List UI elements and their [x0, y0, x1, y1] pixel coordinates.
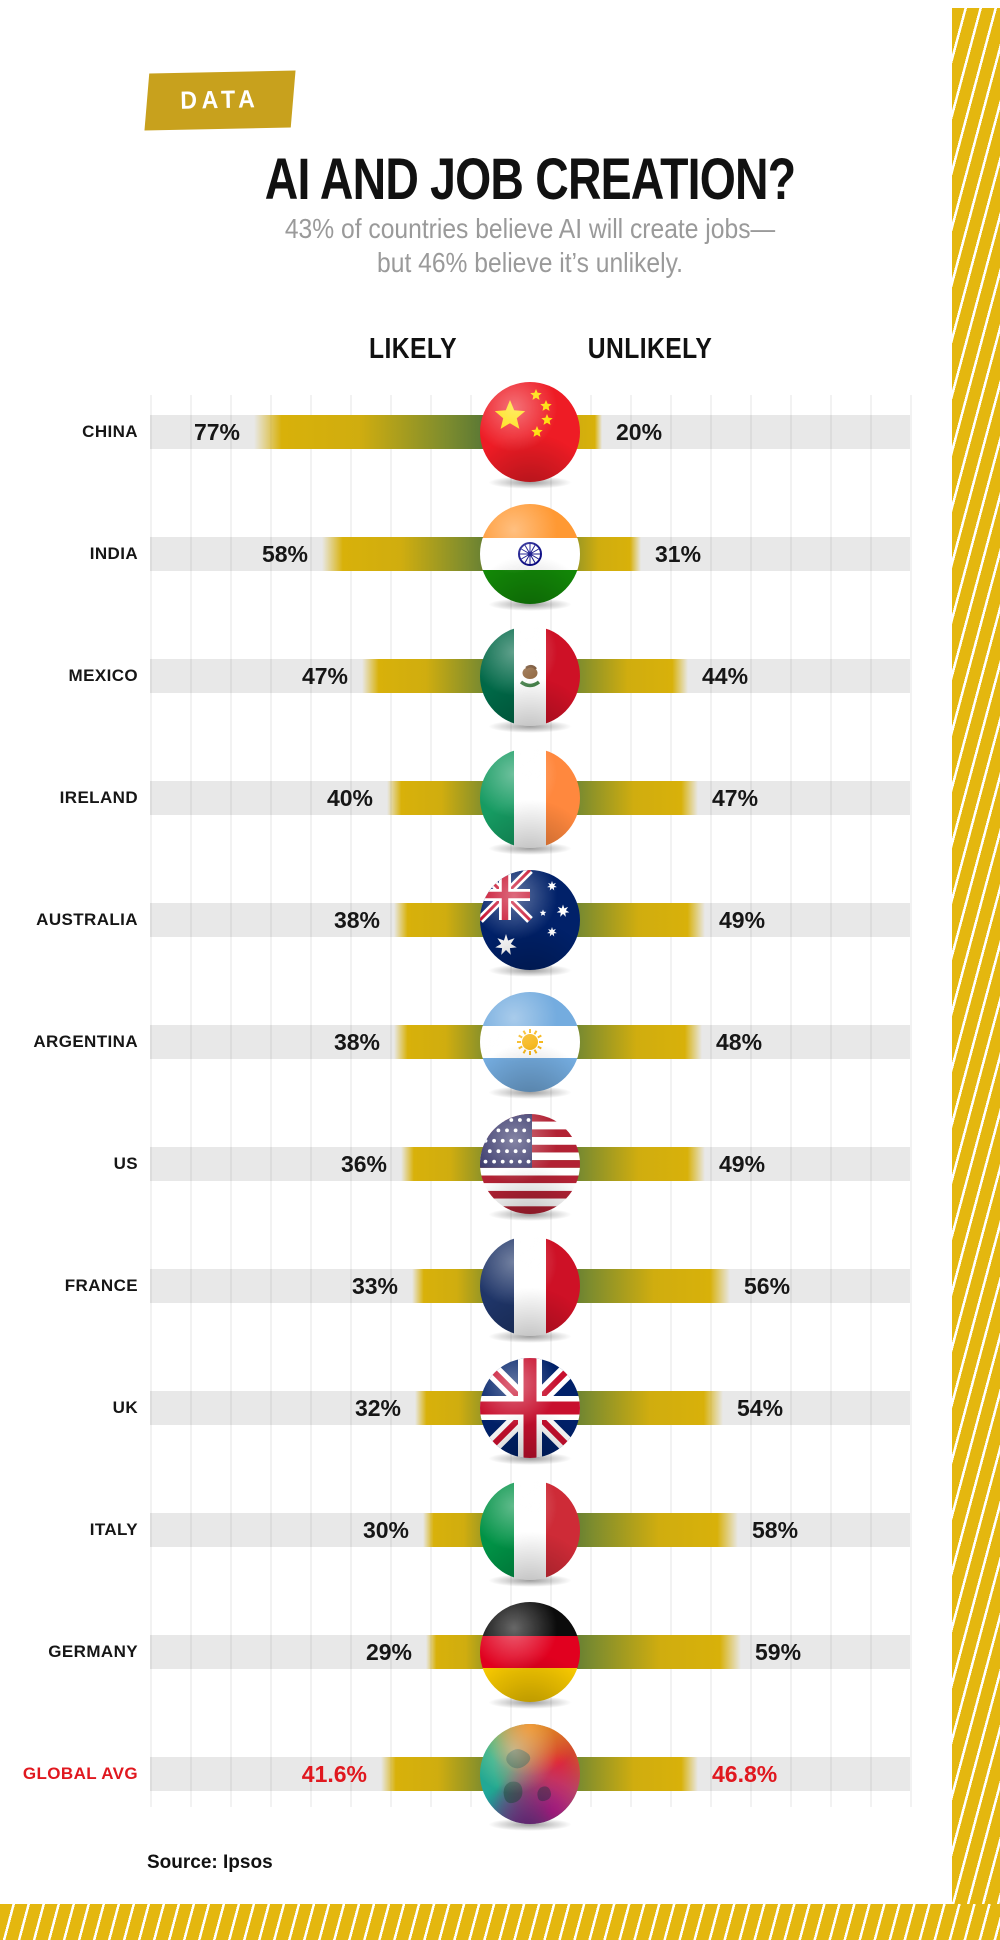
ireland-flag: [480, 748, 580, 848]
country-label: INDIA: [89, 544, 138, 563]
likely-value: 77%: [193, 419, 240, 445]
flag-gloss: [480, 992, 580, 1092]
flag-shadow: [488, 1330, 572, 1343]
flag-gloss: [480, 1236, 580, 1336]
country-label: GLOBAL AVG: [22, 1764, 138, 1783]
france-flag: [480, 1236, 580, 1336]
country-label: FRANCE: [64, 1276, 138, 1295]
flag-shadow: [488, 1818, 572, 1831]
flag-shadow: [488, 720, 572, 733]
unlikely-value: 54%: [737, 1395, 784, 1421]
subtitle-line-2: but 46% believe it’s unlikely.: [377, 247, 683, 278]
australia-flag: [480, 870, 580, 970]
unlikely-value: 48%: [716, 1029, 763, 1055]
column-header-likely: LIKELY: [369, 333, 457, 365]
chart-row-ireland: IRELAND 40% 47%: [0, 738, 1000, 858]
flag-gloss: [480, 504, 580, 604]
flag-gloss: [480, 748, 580, 848]
mexico-flag: [480, 626, 580, 726]
flag-shadow: [488, 1696, 572, 1709]
chart-row-mexico: MEXICO 47% 44%: [0, 616, 1000, 736]
unlikely-value: 59%: [755, 1639, 802, 1665]
chart-row-global-avg: GLOBAL AVG 41.6% 46.8%: [0, 1714, 1000, 1834]
country-label: CHINA: [82, 422, 138, 441]
unlikely-value: 58%: [752, 1517, 799, 1543]
country-label: ARGENTINA: [33, 1032, 138, 1051]
us-flag: [480, 1114, 580, 1214]
flag-gloss: [480, 626, 580, 726]
flag-shadow: [488, 1574, 572, 1587]
india-flag: [480, 504, 580, 604]
unlikely-value: 31%: [655, 541, 702, 567]
likely-value: 41.6%: [301, 1761, 367, 1787]
chart-row-germany: GERMANY 29% 59%: [0, 1592, 1000, 1712]
likely-value: 47%: [301, 663, 348, 689]
country-label: UK: [112, 1398, 138, 1417]
country-label: ITALY: [89, 1520, 138, 1539]
page-subtitle: 43% of countries believe AI will create …: [285, 212, 775, 280]
unlikely-value: 47%: [712, 785, 759, 811]
chart-row-italy: ITALY 30% 58%: [0, 1470, 1000, 1590]
subtitle-line-1: 43% of countries believe AI will create …: [284, 213, 776, 244]
country-label: GERMANY: [48, 1642, 138, 1661]
data-badge: DATA: [144, 70, 296, 131]
flag-gloss: [480, 382, 580, 482]
likely-value: 58%: [261, 541, 308, 567]
unlikely-value: 49%: [719, 907, 766, 933]
uk-flag: [480, 1358, 580, 1458]
chart-row-china: CHINA 77% 20%: [0, 372, 1000, 492]
unlikely-value: 49%: [719, 1151, 766, 1177]
chart-row-australia: AUSTRALIA 38% 49%: [0, 860, 1000, 980]
country-label: AUSTRALIA: [36, 910, 138, 929]
flag-shadow: [488, 1452, 572, 1465]
column-header-unlikely: UNLIKELY: [587, 333, 713, 365]
likely-value: 29%: [365, 1639, 412, 1665]
flag-gloss: [480, 1358, 580, 1458]
flag-shadow: [488, 476, 572, 489]
flag-shadow: [488, 598, 572, 611]
likely-value: 40%: [326, 785, 373, 811]
flag-shadow: [488, 964, 572, 977]
likely-value: 36%: [340, 1151, 387, 1177]
country-label: MEXICO: [68, 666, 138, 685]
likely-value: 30%: [362, 1517, 409, 1543]
flag-shadow: [488, 842, 572, 855]
chart-row-uk: UK 32% 54%: [0, 1348, 1000, 1468]
likely-value: 38%: [333, 907, 380, 933]
unlikely-value: 44%: [702, 663, 749, 689]
china-flag: [480, 382, 580, 482]
source-caption: Source: Ipsos: [147, 1852, 273, 1873]
flag-gloss: [480, 1480, 580, 1580]
page-title: AI AND JOB CREATION?: [264, 147, 796, 212]
unlikely-value: 56%: [744, 1273, 791, 1299]
likely-value: 32%: [354, 1395, 401, 1421]
data-badge-label: DATA: [180, 85, 260, 115]
flag-gloss: [480, 1602, 580, 1702]
right-striped-band: [952, 8, 1000, 1904]
globe-icon: [480, 1724, 580, 1824]
country-label: IRELAND: [59, 788, 138, 807]
flag-gloss: [480, 1114, 580, 1214]
italy-flag: [480, 1480, 580, 1580]
chart-row-india: INDIA 58% 31%: [0, 494, 1000, 614]
flag-shadow: [488, 1086, 572, 1099]
likely-value: 33%: [351, 1273, 398, 1299]
germany-flag: [480, 1602, 580, 1702]
flag-gloss: [480, 870, 580, 970]
chart-row-france: FRANCE 33% 56%: [0, 1226, 1000, 1346]
argentina-flag: [480, 992, 580, 1092]
likely-value: 38%: [333, 1029, 380, 1055]
chart-row-argentina: ARGENTINA 38% 48%: [0, 982, 1000, 1102]
bottom-striped-band: [0, 1904, 1000, 1940]
unlikely-value: 20%: [616, 419, 663, 445]
flag-gloss: [480, 1724, 580, 1824]
unlikely-value: 46.8%: [712, 1761, 778, 1787]
chart-row-us: US 36% 49%: [0, 1104, 1000, 1224]
country-label: US: [113, 1154, 138, 1173]
flag-shadow: [488, 1208, 572, 1221]
